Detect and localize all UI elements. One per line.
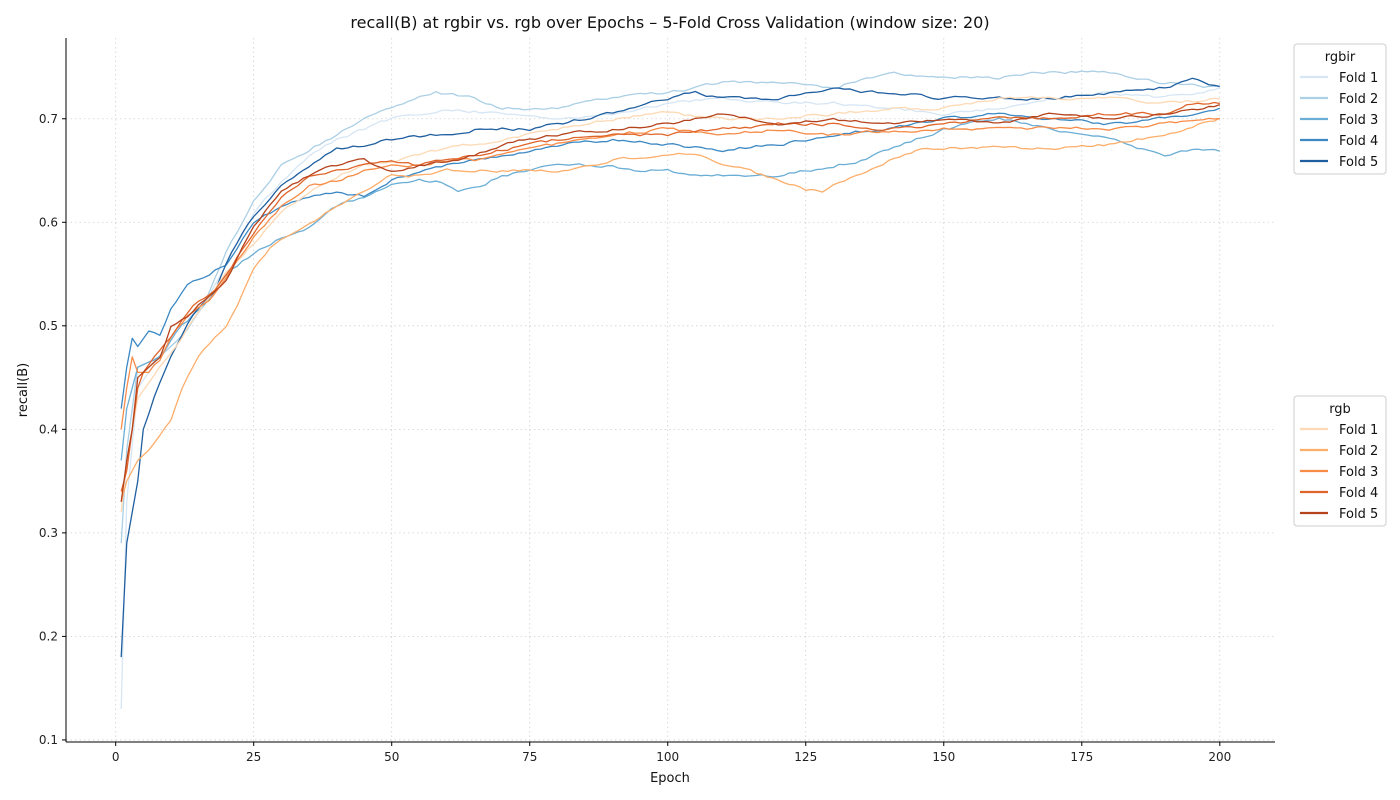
legend-entry-label: Fold 5 [1339,155,1378,170]
x-tick-label: 200 [1208,750,1231,764]
legend-entry-label: Fold 1 [1339,423,1378,438]
axes [65,38,1275,743]
x-axis-label: Epoch [650,771,690,786]
legend-entry-label: Fold 1 [1339,71,1378,86]
x-tick-label: 0 [112,750,120,764]
legend-title: rgb [1329,402,1351,417]
y-tick-label: 0.6 [39,215,58,229]
x-tick-label: 100 [656,750,679,764]
series-line-rgb-fold-3 [120,117,1220,430]
y-ticks: 0.1 0.2 0.3 0.4 0.5 0.6 0.7 [39,112,66,747]
series-line-rgbir-fold-2 [120,70,1220,544]
x-tick-label: 175 [1070,750,1093,764]
legend-entry-label: Fold 5 [1339,507,1378,522]
legend-title: rgbir [1325,50,1356,65]
y-tick-label: 0.3 [39,526,58,540]
x-tick-label: 25 [246,750,261,764]
legend-entry-label: Fold 4 [1339,134,1378,149]
series-line-rgbir-fold-3 [120,117,1220,461]
series-line-rgbir-fold-5 [120,77,1220,658]
y-tick-label: 0.4 [39,422,58,436]
legends: rgbir Fold 1 Fold 2 Fold 3 Fold 4 Fold 5 rgb Fo… [1293,43,1387,527]
y-tick-label: 0.2 [39,629,58,643]
x-tick-label: 150 [932,750,955,764]
series-line-rgbir-fold-4 [120,107,1221,409]
y-tick-label: 0.5 [39,319,58,333]
series-line-rgb-fold-4 [120,101,1220,492]
legend-entry-label: Fold 3 [1339,113,1378,128]
x-tick-label: 50 [384,750,399,764]
legend-entry-label: Fold 2 [1339,92,1378,107]
y-tick-label: 0.7 [39,112,58,126]
x-ticks: 0 25 50 75 100 125 150 175 200 [112,742,1231,764]
series-line-rgb-fold-5 [120,103,1221,502]
y-tick-label: 0.1 [39,733,58,747]
chart-title: recall(B) at rgbir vs. rgb over Epochs –… [350,13,989,32]
y-axis-label: recall(B) [16,363,31,417]
series-line-rgbir-fold-1 [120,86,1221,709]
series-line-rgb-fold-1 [120,96,1220,513]
x-tick-label: 75 [522,750,537,764]
legend-entry-label: Fold 2 [1339,444,1378,459]
x-tick-label: 125 [794,750,817,764]
series-lines [120,70,1221,709]
legend-entry-label: Fold 3 [1339,465,1378,480]
grid-lines [66,38,1275,742]
series-line-rgb-fold-2 [120,117,1221,502]
legend-entry-label: Fold 4 [1339,486,1378,501]
